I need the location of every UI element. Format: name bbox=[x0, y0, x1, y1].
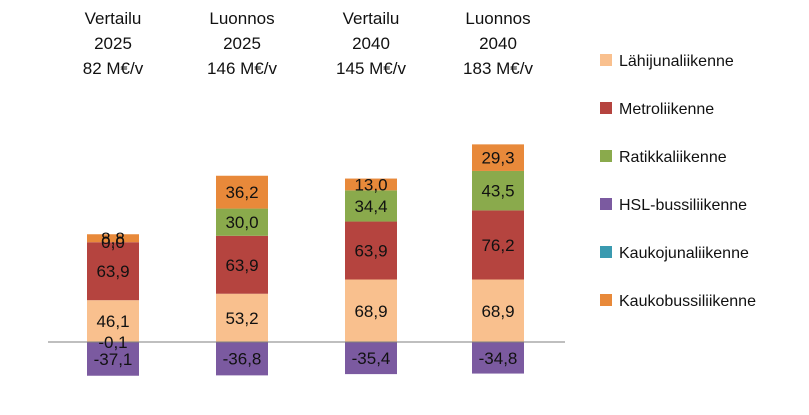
legend-swatch bbox=[600, 102, 612, 114]
bars bbox=[87, 144, 524, 376]
data-label: -36,8 bbox=[223, 350, 262, 369]
category-label-line2: 2040 bbox=[352, 34, 390, 53]
data-label: 8,8 bbox=[101, 229, 125, 248]
data-label: 36,2 bbox=[225, 183, 258, 202]
legend-label: Metroliikenne bbox=[619, 101, 714, 118]
bar-segment bbox=[472, 342, 524, 374]
legend-swatch bbox=[600, 150, 612, 162]
bar-segment bbox=[87, 342, 139, 376]
data-label: 63,9 bbox=[96, 262, 129, 281]
category-label-line2: 2040 bbox=[479, 34, 517, 53]
data-label: -34,8 bbox=[479, 349, 518, 368]
legend-label: Lähijunaliikenne bbox=[619, 53, 734, 70]
bar-segment bbox=[472, 144, 524, 171]
data-label: 68,9 bbox=[354, 302, 387, 321]
bar-segment bbox=[87, 300, 139, 342]
category-label-line1: Vertailu bbox=[343, 9, 400, 28]
legend-swatch bbox=[600, 198, 612, 210]
bar-segment bbox=[472, 210, 524, 280]
bar-segment bbox=[472, 170, 524, 211]
category-label-line1: Luonnos bbox=[465, 9, 530, 28]
bar-segment bbox=[216, 235, 268, 294]
category-label-line3: 82 M€/v bbox=[83, 59, 144, 78]
legend-swatch bbox=[600, 54, 612, 66]
legend: Lähijunaliikenne Metroliikenne Ratikkaliik… bbox=[600, 53, 756, 310]
legend-label: Ratikkaliikenne bbox=[619, 149, 727, 166]
data-label: 53,2 bbox=[225, 309, 258, 328]
category-label-line3: 145 M€/v bbox=[336, 59, 406, 78]
category-labels: Vertailu 2025 82 M€/v Luonnos 2025 146 M€/v Ve… bbox=[83, 9, 534, 78]
data-label: -0,1 bbox=[98, 333, 127, 352]
category-label-line3: 146 M€/v bbox=[207, 59, 277, 78]
data-label: 46,1 bbox=[96, 312, 129, 331]
data-label: 34,4 bbox=[354, 197, 387, 216]
bar-segment bbox=[345, 221, 397, 280]
bar-segment bbox=[345, 342, 397, 375]
bar-segment bbox=[216, 208, 268, 236]
data-label: 63,9 bbox=[354, 242, 387, 261]
bar-segment bbox=[345, 279, 397, 342]
legend-label: Kaukobussiliikenne bbox=[619, 293, 756, 310]
category-label-line1: Luonnos bbox=[209, 9, 274, 28]
bar-segment bbox=[345, 178, 397, 191]
category-label-line3: 183 M€/v bbox=[463, 59, 533, 78]
category-label-line2: 2025 bbox=[223, 34, 261, 53]
category-label-line2: 2025 bbox=[94, 34, 132, 53]
bar-segment bbox=[216, 175, 268, 209]
data-label: 29,3 bbox=[481, 149, 514, 168]
legend-label: Kaukojunaliikenne bbox=[619, 245, 749, 262]
bar-segment bbox=[87, 234, 139, 243]
data-label: -37,1 bbox=[94, 350, 133, 369]
data-label: 76,2 bbox=[481, 236, 514, 255]
data-label: 63,9 bbox=[225, 256, 258, 275]
category-label-line1: Vertailu bbox=[85, 9, 142, 28]
data-label: 0,0 bbox=[101, 233, 125, 252]
data-label: 13,0 bbox=[354, 175, 387, 194]
data-label: 30,0 bbox=[225, 213, 258, 232]
data-label: 68,9 bbox=[481, 302, 514, 321]
legend-swatch bbox=[600, 246, 612, 258]
bar-segment bbox=[345, 190, 397, 222]
bar-segment bbox=[216, 293, 268, 342]
value-labels: 46,1 63,9 0,08,8 -0,1-37,1 53,2 63,9 30,0 36,2 -… bbox=[94, 149, 518, 369]
legend-label: HSL-bussiliikenne bbox=[619, 197, 747, 214]
bar-segment bbox=[472, 279, 524, 342]
data-label: -35,4 bbox=[352, 349, 391, 368]
data-label: 43,5 bbox=[481, 182, 514, 201]
bar-segment bbox=[216, 342, 268, 376]
legend-swatch bbox=[600, 294, 612, 306]
bar-segment bbox=[87, 242, 139, 301]
